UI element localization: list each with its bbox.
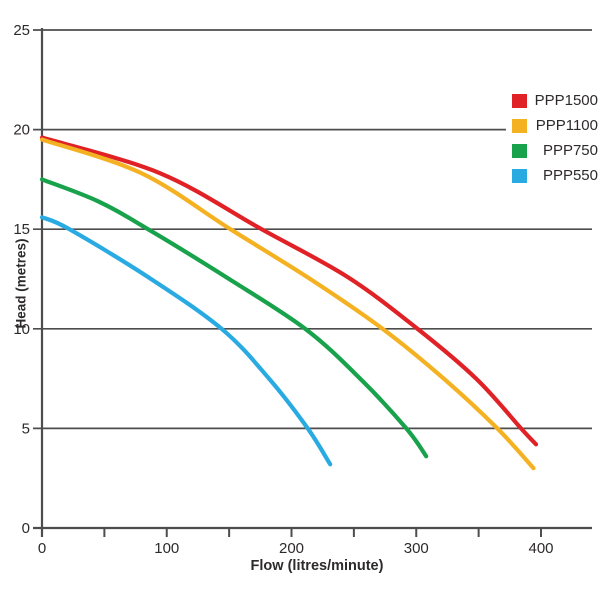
x-tick-label-0: 0: [38, 540, 46, 557]
legend-swatch-icon: [512, 93, 527, 108]
curve-PPP1500: [39, 135, 539, 447]
x-tick-label-400: 400: [528, 540, 553, 557]
legend-swatch-icon: [512, 168, 527, 183]
curve-PPP1100: [39, 137, 536, 471]
legend-item-PPP1500: PPP1500: [512, 88, 598, 113]
x-tick-label-200: 200: [279, 540, 304, 557]
curve-PPP750: [39, 177, 429, 459]
y-tick-label-15: 15: [13, 221, 30, 238]
x-tick-label-300: 300: [404, 540, 429, 557]
legend-swatch-icon: [512, 118, 527, 133]
legend: PPP1500 PPP1100 PPP750 PPP550: [506, 88, 600, 188]
legend-label: PPP750: [542, 142, 598, 159]
y-tick-label-10: 10: [13, 321, 30, 338]
legend-item-PPP550: PPP550: [512, 163, 598, 188]
y-tick-label-0: 0: [22, 520, 30, 537]
y-axis-label: Head (metres): [13, 238, 29, 329]
curve-PPP550: [39, 215, 333, 467]
legend-item-PPP750: PPP750: [512, 138, 598, 163]
x-axis-label: Flow (litres/minute): [250, 558, 384, 574]
x-tick-label-100: 100: [154, 540, 179, 557]
y-tick-label-25: 25: [13, 22, 30, 39]
legend-label: PPP550: [542, 167, 598, 184]
y-tick-label-5: 5: [22, 420, 30, 437]
y-tick-label-20: 20: [13, 122, 30, 139]
legend-label: PPP1100: [535, 117, 598, 134]
legend-label: PPP1500: [534, 92, 598, 109]
legend-item-PPP1100: PPP1100: [512, 113, 598, 138]
legend-swatch-icon: [512, 143, 527, 158]
